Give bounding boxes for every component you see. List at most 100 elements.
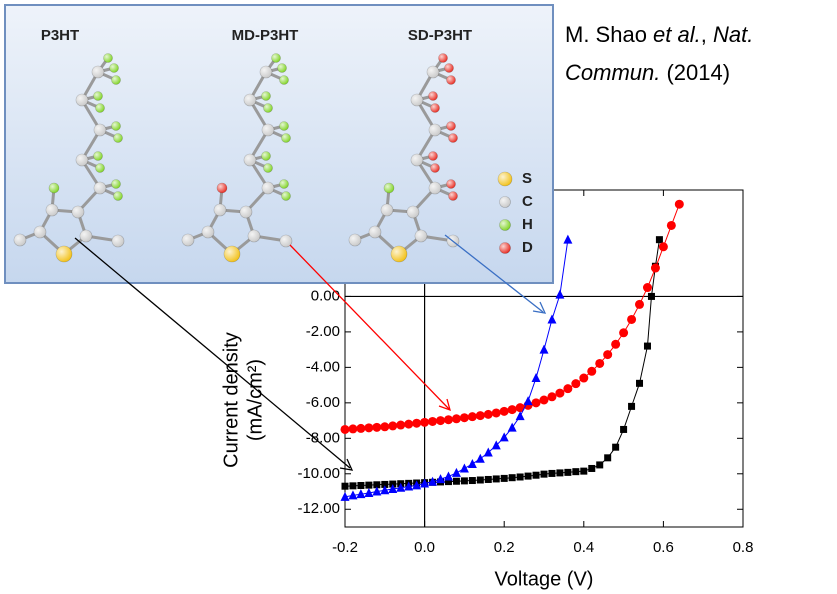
- marker: [540, 396, 549, 405]
- marker: [620, 426, 627, 433]
- marker: [372, 423, 381, 432]
- y-tick-label: -10.00: [297, 465, 340, 482]
- citation-part: Commun.: [565, 60, 660, 85]
- atom-shine: [449, 192, 458, 201]
- atom-shine: [429, 152, 438, 161]
- citation-part: M. Shao: [565, 22, 653, 47]
- atom-shine: [94, 152, 103, 161]
- marker: [675, 200, 684, 209]
- marker: [348, 424, 357, 433]
- atom-shine: [224, 246, 240, 262]
- atom-shine: [94, 124, 106, 136]
- marker: [541, 471, 548, 478]
- marker: [509, 474, 516, 481]
- atom-shine: [76, 94, 88, 106]
- marker: [500, 407, 509, 416]
- marker: [420, 418, 429, 427]
- atom-shine: [262, 182, 274, 194]
- atom-shine: [391, 246, 407, 262]
- atom-shine: [217, 183, 227, 193]
- marker: [477, 476, 484, 483]
- marker: [643, 283, 652, 292]
- atom-shine: [14, 234, 26, 246]
- marker: [656, 236, 663, 243]
- atom-shine: [498, 172, 512, 186]
- atom-shine: [240, 206, 252, 218]
- marker: [349, 482, 356, 489]
- marker: [508, 405, 517, 414]
- marker: [595, 359, 604, 368]
- marker: [651, 264, 660, 273]
- marker: [388, 421, 397, 430]
- atom-shine: [214, 204, 226, 216]
- atom-shine: [411, 154, 423, 166]
- atom-legend-label: D: [522, 239, 533, 256]
- marker: [588, 465, 595, 472]
- marker: [619, 328, 628, 337]
- atom-shine: [369, 226, 381, 238]
- marker: [563, 235, 572, 244]
- marker: [476, 411, 485, 420]
- atom-shine: [262, 124, 274, 136]
- marker: [648, 293, 655, 300]
- marker: [365, 482, 372, 489]
- marker: [404, 420, 413, 429]
- marker: [508, 423, 517, 432]
- citation-part: ,: [701, 22, 713, 47]
- marker: [412, 419, 421, 428]
- atom-shine: [114, 192, 123, 201]
- atom-shine: [110, 64, 119, 73]
- atom-shine: [282, 192, 291, 201]
- atom-shine: [112, 235, 124, 247]
- marker: [659, 242, 668, 251]
- atom-shine: [264, 104, 273, 113]
- atom-shine: [500, 220, 511, 231]
- y-tick-label: -8.00: [306, 429, 340, 446]
- atom-shine: [49, 183, 59, 193]
- atom-shine: [280, 76, 289, 85]
- atom-shine: [264, 164, 273, 173]
- atom-shine: [72, 206, 84, 218]
- citation: M. Shao et al., Nat.Commun. (2014): [565, 22, 753, 85]
- x-axis-label: Voltage (V): [495, 568, 594, 590]
- marker: [356, 424, 365, 433]
- marker: [636, 380, 643, 387]
- x-tick-label: 0.2: [494, 539, 515, 556]
- x-tick-label: 0.4: [573, 539, 594, 556]
- molecule-label: SD-P3HT: [408, 27, 472, 44]
- marker: [492, 408, 501, 417]
- atom-shine: [244, 154, 256, 166]
- marker: [357, 482, 364, 489]
- marker: [484, 410, 493, 419]
- atom-shine: [80, 230, 92, 242]
- marker: [579, 374, 588, 383]
- atom-shine: [381, 204, 393, 216]
- atom-shine: [96, 164, 105, 173]
- atom-shine: [46, 204, 58, 216]
- y-tick-label: -12.00: [297, 500, 340, 517]
- marker: [469, 477, 476, 484]
- atom-shine: [439, 54, 448, 63]
- marker: [563, 384, 572, 393]
- atom-shine: [500, 197, 511, 208]
- atom-shine: [429, 182, 441, 194]
- atom-legend-label: S: [522, 170, 532, 187]
- atom-shine: [500, 243, 511, 254]
- x-tick-label: -0.2: [332, 539, 358, 556]
- citation-part: Nat.: [713, 22, 753, 47]
- x-tick-label: 0.8: [733, 539, 754, 556]
- y-tick-label: 0.00: [311, 287, 340, 304]
- atom-shine: [96, 104, 105, 113]
- marker: [396, 421, 405, 430]
- marker: [453, 478, 460, 485]
- atom-shine: [262, 152, 271, 161]
- molecule-label: MD-P3HT: [232, 27, 299, 44]
- atom-shine: [431, 164, 440, 173]
- atom-shine: [431, 104, 440, 113]
- atom-shine: [94, 92, 103, 101]
- y-axis-label: Current density: [220, 332, 242, 468]
- atom-shine: [112, 180, 121, 189]
- marker: [533, 472, 540, 479]
- x-tick-label: 0.6: [653, 539, 674, 556]
